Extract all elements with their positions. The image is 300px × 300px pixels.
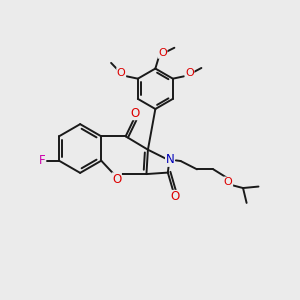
Text: O: O: [131, 106, 140, 120]
Text: F: F: [39, 154, 45, 167]
Text: N: N: [166, 153, 174, 166]
Text: O: O: [117, 68, 126, 78]
Text: O: O: [112, 173, 121, 186]
Text: O: O: [185, 68, 194, 78]
Text: O: O: [170, 190, 179, 203]
Text: O: O: [224, 177, 233, 187]
Text: O: O: [158, 48, 167, 58]
